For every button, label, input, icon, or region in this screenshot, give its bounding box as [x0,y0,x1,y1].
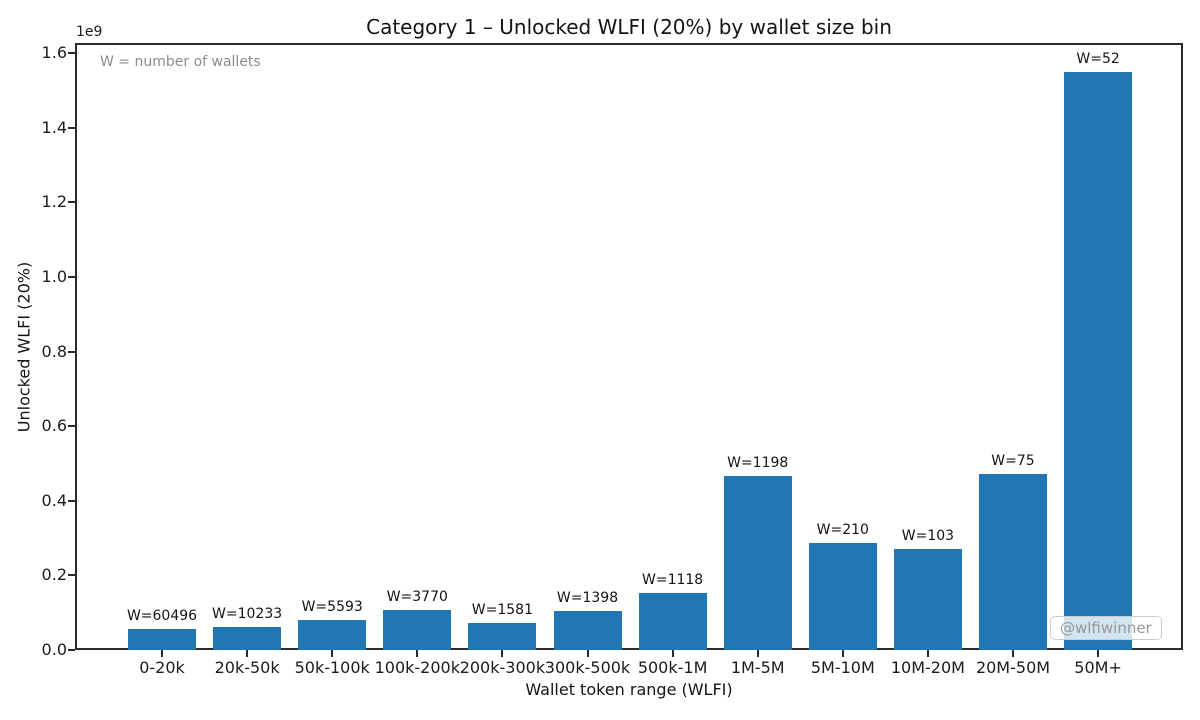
bar-1M-5M [723,476,792,650]
bar-100k-200k [383,610,452,650]
y-tick-label: 0.2 [41,565,67,585]
y-tick-label: 0.8 [41,341,67,361]
y-tick-mark [68,275,75,278]
bar-20k-50k [213,627,282,650]
x-tick-label: 50M+ [1074,658,1122,677]
watermark-badge: @wlfiwinner [1050,616,1162,640]
bar-wallet-count-label: W=75 [991,453,1035,469]
y-tick-label: 0.6 [41,416,67,436]
y-tick-mark [68,499,75,502]
bar-50k-100k [298,620,367,650]
x-tick-mark [246,650,249,657]
bar-20M-50M [979,474,1047,650]
bar-10M-20M [893,549,962,650]
bar-wallet-count-label: W=1581 [471,602,533,618]
y-tick-label: 1.6 [41,43,67,63]
x-tick-label: 0-20k [139,658,185,677]
wallets-annotation: W = number of wallets [100,54,261,70]
x-tick-label: 1M-5M [730,658,785,677]
bar-wallet-count-label: W=1398 [556,590,619,606]
bar-wallet-count-label: W=60496 [126,608,198,624]
bar-wallet-count-label: W=210 [816,522,869,538]
x-axis-label: Wallet token range (WLFI) [525,680,733,699]
y-tick-label: 0.0 [41,640,67,659]
x-tick-mark [671,650,674,657]
x-tick-mark [161,650,163,657]
y-tick-label: 0.4 [41,490,67,510]
y-tick-mark [68,201,75,204]
bar-wallet-count-label: W=103 [901,528,955,544]
y-tick-mark [68,649,75,651]
bar-5M-10M [808,543,877,650]
y-tick-label: 1.0 [41,266,67,286]
x-tick-mark [1097,650,1100,657]
x-tick-label: 500k-1M [637,658,708,677]
y-axis-offset-label: 1e9 [76,24,103,40]
y-tick-mark [68,425,75,428]
y-tick-label: 1.4 [41,117,67,137]
x-tick-label: 50k-100k [294,658,370,677]
x-tick-label: 100k-200k [374,658,460,677]
y-tick-mark [68,52,75,55]
x-tick-label: 200k-300k [459,658,546,677]
x-tick-mark [756,650,759,657]
bar-wallet-count-label: W=1198 [727,455,789,471]
bar-wallet-count-label: W=3770 [386,589,448,605]
chart-title: Category 1 – Unlocked WLFI (20%) by wall… [366,15,892,39]
x-tick-label: 10M-20M [890,658,965,677]
bar-0-20k [128,629,196,650]
bar-wallet-count-label: W=52 [1076,51,1120,67]
x-tick-mark [416,650,419,657]
y-axis-label: Unlocked WLFI (20%) [14,261,34,433]
bar-50M+ [1064,72,1133,650]
x-tick-label: 20k-50k [214,658,280,677]
bar-200k-300k [468,623,537,650]
bar-wallet-count-label: W=1118 [641,572,704,588]
x-tick-label: 300k-500k [544,658,631,677]
x-tick-mark [331,650,334,657]
y-tick-mark [68,574,75,577]
x-tick-mark [926,650,929,657]
bar-300k-500k [553,611,622,650]
x-tick-mark [586,650,589,657]
y-tick-mark [68,350,75,353]
y-tick-mark [68,126,75,129]
bar-wallet-count-label: W=5593 [301,599,363,615]
y-tick-label: 1.2 [41,192,67,212]
x-tick-label: 20M-50M [975,658,1051,677]
x-tick-mark [501,650,504,657]
x-tick-mark [841,650,844,657]
bar-500k-1M [638,593,707,650]
x-tick-label: 5M-10M [810,658,875,677]
bar-wallet-count-label: W=10233 [212,606,283,622]
x-tick-mark [1012,650,1014,657]
